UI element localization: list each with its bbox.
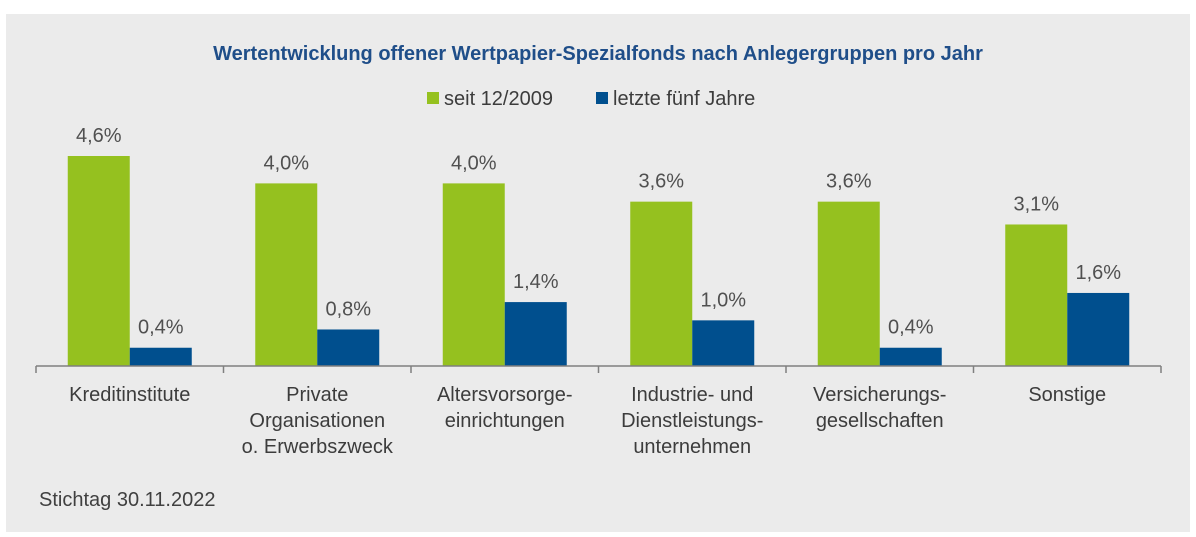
data-label-1-4: 3,6% [638,171,684,193]
data-label-2-1: 0,4% [138,317,184,339]
category-label-2: o. Erwerbszweck [242,436,394,458]
data-label-2-5: 0,4% [888,317,934,339]
bars: 4,6% 0,4% 4,0% 0,8% 4,0% 1,4% 3,6% 1,0% 3,6% 0,4%… [67,125,1130,366]
legend: seit 12/2009 letzte fünf Jahre [427,88,755,110]
bar-fuenf-jahre-5 [879,347,942,366]
bar-fuenf-jahre-4 [692,320,755,366]
bar-seit-2009-1 [67,156,130,366]
category-label-4: unternehmen [633,436,751,458]
bar-fuenf-jahre-3 [504,302,567,366]
category-label-4: Industrie- und [631,384,753,406]
bar-fuenf-jahre-1 [129,347,192,366]
bar-seit-2009-4 [630,201,693,366]
chart-panel: Wertentwicklung offener Wertpapier-Spezi… [6,14,1190,532]
legend-label-2: letzte fünf Jahre [613,88,755,110]
category-label-1: Kreditinstitute [69,384,190,406]
bar-chart: Wertentwicklung offener Wertpapier-Spezi… [35,43,1162,511]
bar-seit-2009-5 [817,201,880,366]
category-label-2: Organisationen [249,410,385,432]
legend-swatch-1 [427,92,439,104]
data-label-2-4: 1,0% [700,289,746,311]
data-label-1-5: 3,6% [826,171,872,193]
data-label-2-3: 1,4% [513,271,559,293]
bar-seit-2009-6 [1005,224,1068,366]
data-label-1-3: 4,0% [451,152,497,174]
bar-seit-2009-2 [255,183,318,366]
legend-swatch-2 [596,92,608,104]
data-label-1-2: 4,0% [263,152,309,174]
data-label-1-6: 3,1% [1013,193,1059,215]
category-label-5: Versicherungs- [813,384,946,406]
x-axis: Kreditinstitute Private Organisationen o. E… [35,365,1162,458]
legend-label-1: seit 12/2009 [444,88,553,110]
bar-fuenf-jahre-2 [317,329,380,366]
data-label-2-6: 1,6% [1075,262,1121,284]
data-label-1-1: 4,6% [76,125,122,147]
bar-fuenf-jahre-6 [1067,292,1130,366]
bar-seit-2009-3 [442,183,505,366]
category-label-2: Private [286,384,348,406]
category-label-3: einrichtungen [445,410,565,432]
category-label-4: Dienstleistungs- [621,410,763,432]
category-label-5: gesellschaften [816,410,944,432]
category-label-6: Sonstige [1028,384,1106,406]
data-label-2-2: 0,8% [325,298,371,320]
chart-title: Wertentwicklung offener Wertpapier-Spezi… [213,43,983,65]
category-label-3: Altersvorsorge- [437,384,573,406]
footnote: Stichtag 30.11.2022 [39,489,215,511]
